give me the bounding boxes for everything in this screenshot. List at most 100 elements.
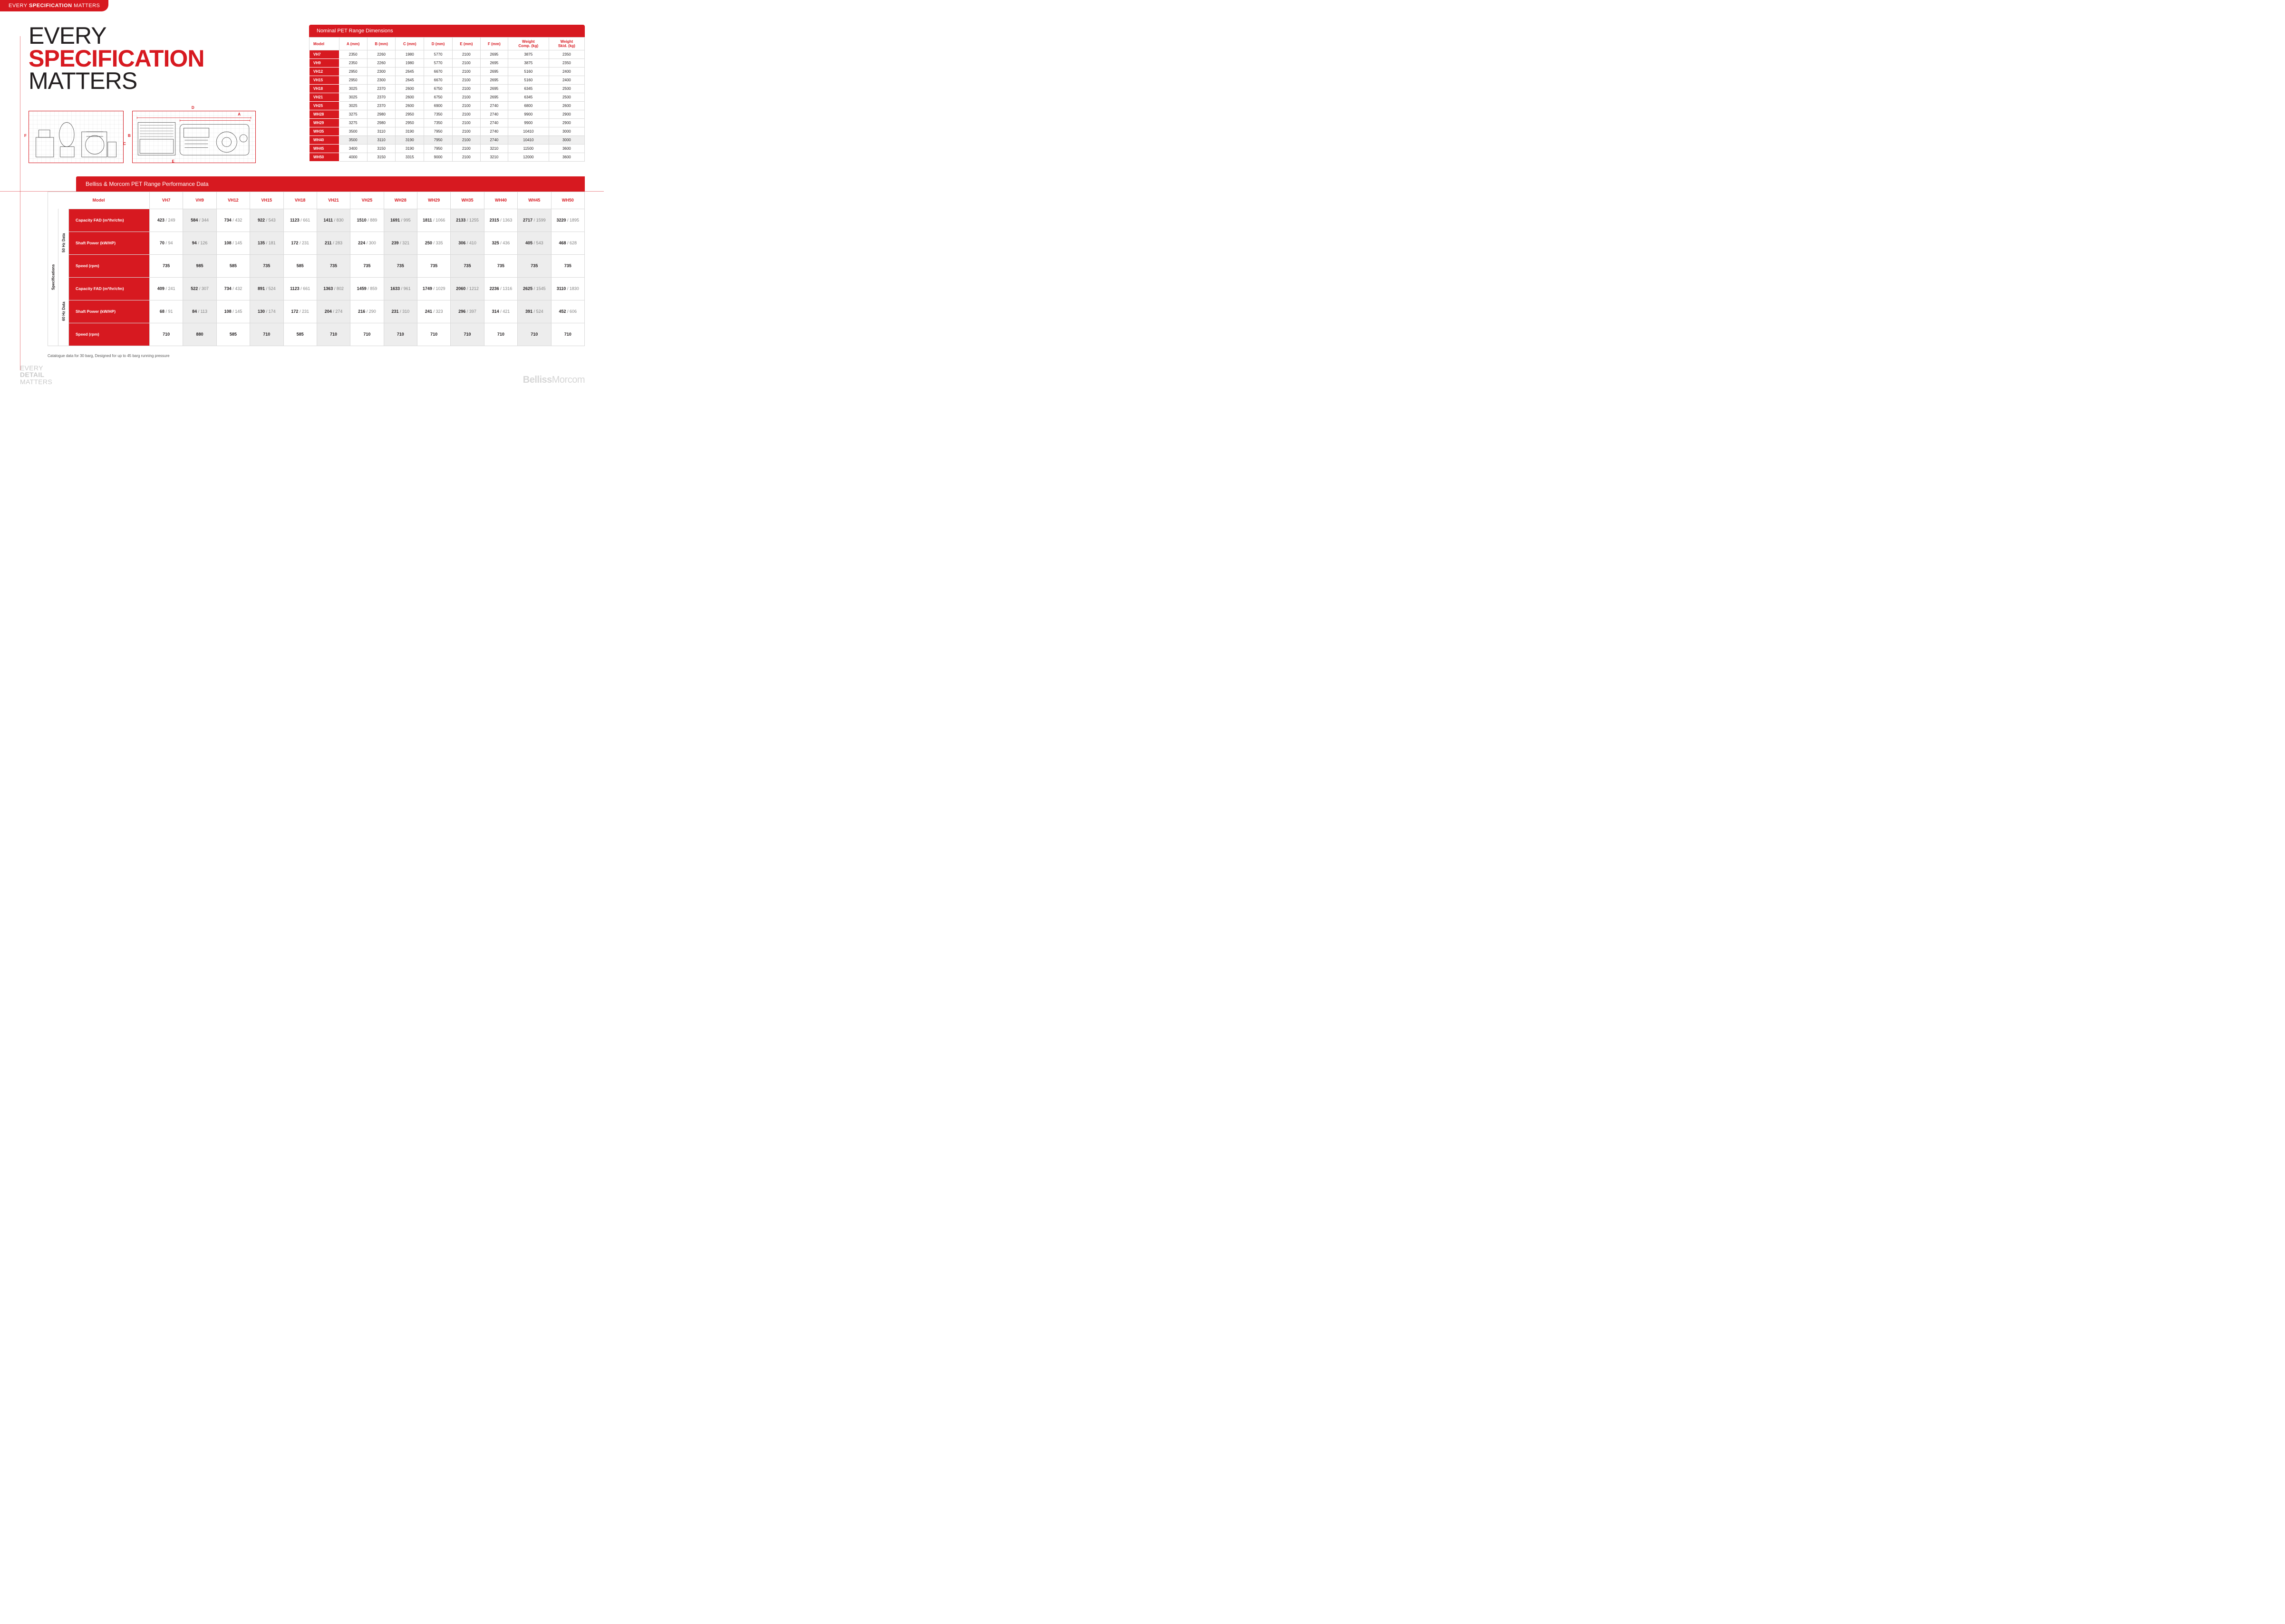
perf-cell: 891 / 524 — [250, 277, 283, 300]
perf-cell: 710 — [518, 323, 551, 346]
hero-l1: EVERY — [29, 25, 295, 48]
dims-cell: 3500 — [339, 136, 367, 145]
logo-a: Belliss — [523, 375, 552, 385]
perf-cell: 710 — [150, 323, 183, 346]
perf-cell: 135 / 181 — [250, 232, 283, 254]
dims-cell: 2980 — [367, 119, 396, 127]
dims-cell: 7950 — [424, 136, 453, 145]
dims-cell: 3025 — [339, 85, 367, 93]
perf-cell: 735 — [250, 254, 283, 277]
table-row: Speed (rpm)73598558573558573573573573573… — [48, 254, 585, 277]
performance-table: Model VH7VH9VH12VH15VH18VH21VH25WH28WH29… — [48, 192, 585, 346]
table-row: VH2530252370260069002100274068002600 — [310, 102, 585, 110]
perf-rowlabel: Speed (rpm) — [69, 323, 150, 346]
dims-cell: 6345 — [508, 85, 549, 93]
perf-cell: 1363 / 802 — [317, 277, 350, 300]
dims-cell: 6345 — [508, 93, 549, 102]
dims-model-cell: VH25 — [310, 102, 339, 110]
perf-cell: 735 — [150, 254, 183, 277]
hero-l2: SPECIFICATION — [29, 48, 295, 70]
perf-cell: 735 — [518, 254, 551, 277]
dims-cell: 3875 — [508, 50, 549, 59]
diagram-row: F D A B C — [29, 111, 295, 163]
dims-cell: 3190 — [396, 136, 424, 145]
dims-cell: 2980 — [367, 110, 396, 119]
perf-cell: 391 / 524 — [518, 300, 551, 323]
dimensions-table: ModelA (mm)B (mm)C (mm)D (mm)E (mm)F (mm… — [309, 37, 585, 162]
perf-cell: 216 / 290 — [350, 300, 384, 323]
table-row: WH50400031503315900021003210120003600 — [310, 153, 585, 162]
dims-model-cell: VH18 — [310, 85, 339, 93]
table-row: WH40350031103190795021002740104103000 — [310, 136, 585, 145]
perf-cell: 880 — [183, 323, 216, 346]
dims-cell: 6800 — [508, 102, 549, 110]
dims-th: C (mm) — [396, 38, 424, 50]
dims-cell: 2950 — [339, 68, 367, 76]
dims-cell: 3150 — [367, 145, 396, 153]
dims-cell: 3190 — [396, 145, 424, 153]
perf-cell: 584 / 344 — [183, 209, 216, 232]
spec-vhead: Specifications — [48, 209, 58, 346]
dims-cell: 2100 — [452, 145, 480, 153]
perf-cell: 2060 / 1212 — [451, 277, 484, 300]
perf-cell: 172 / 231 — [283, 232, 317, 254]
perf-cell: 710 — [551, 323, 585, 346]
dims-th: B (mm) — [367, 38, 396, 50]
dims-cell: 2600 — [549, 102, 584, 110]
dims-cell: 2100 — [452, 59, 480, 68]
dims-cell: 10410 — [508, 136, 549, 145]
dimensions-title: Nominal PET Range Dimensions — [309, 25, 585, 37]
dims-cell: 2400 — [549, 76, 584, 85]
table-row: WH2932752980295073502100274099002900 — [310, 119, 585, 127]
perf-cell: 250 / 335 — [417, 232, 451, 254]
perf-cell: 70 / 94 — [150, 232, 183, 254]
perf-cell: 710 — [250, 323, 283, 346]
dims-cell: 2740 — [480, 102, 508, 110]
performance-title: Belliss & Morcom PET Range Performance D… — [76, 176, 585, 192]
dims-th: WeightComp. (kg) — [508, 38, 549, 50]
dims-cell: 6750 — [424, 93, 453, 102]
dims-cell: 2100 — [452, 85, 480, 93]
dims-cell: 2500 — [549, 93, 584, 102]
perf-cell: 172 / 231 — [283, 300, 317, 323]
dims-cell: 2695 — [480, 93, 508, 102]
table-row: Speed (rpm)71088058571058571071071071071… — [48, 323, 585, 346]
perf-cell: 1749 / 1029 — [417, 277, 451, 300]
dims-model-cell: WH28 — [310, 110, 339, 119]
hero-l3: MATTERS — [29, 70, 295, 93]
perf-cell: 585 — [283, 254, 317, 277]
dims-cell: 2900 — [549, 119, 584, 127]
perf-model-th: WH35 — [451, 192, 484, 209]
perf-cell: 130 / 174 — [250, 300, 283, 323]
perf-cell: 710 — [417, 323, 451, 346]
dims-cell: 1980 — [396, 50, 424, 59]
dims-cell: 5770 — [424, 59, 453, 68]
table-row: VH1830252370260067502100269563452500 — [310, 85, 585, 93]
perf-cell: 108 / 145 — [216, 300, 250, 323]
dims-cell: 2740 — [480, 136, 508, 145]
table-row: VH923502260198057702100269538752350 — [310, 59, 585, 68]
dims-cell: 12000 — [508, 153, 549, 162]
dim-a: A — [238, 112, 241, 116]
dims-cell: 2695 — [480, 59, 508, 68]
dims-cell: 2900 — [549, 110, 584, 119]
dims-cell: 3600 — [549, 153, 584, 162]
diagram-left: F — [29, 111, 124, 163]
perf-cell: 2315 / 1363 — [484, 209, 517, 232]
dims-cell: 2370 — [367, 85, 396, 93]
dims-cell: 2695 — [480, 76, 508, 85]
dims-cell: 2600 — [396, 85, 424, 93]
dims-model-cell: VH12 — [310, 68, 339, 76]
perf-model-th: VH15 — [250, 192, 283, 209]
perf-cell: 84 / 113 — [183, 300, 216, 323]
dims-model-cell: WH35 — [310, 127, 339, 136]
perf-cell: 2133 / 1255 — [451, 209, 484, 232]
dims-cell: 3110 — [367, 136, 396, 145]
perf-rowlabel: Shaft Power (kW/HP) — [69, 232, 150, 254]
table-row: Specifications50 Hz DataCapacity FAD (m³… — [48, 209, 585, 232]
perf-cell: 922 / 543 — [250, 209, 283, 232]
perf-cell: 3110 / 1830 — [551, 277, 585, 300]
dim-d: D — [192, 106, 194, 110]
logo-b: Morcom — [552, 375, 585, 385]
dim-e: E — [172, 159, 174, 164]
